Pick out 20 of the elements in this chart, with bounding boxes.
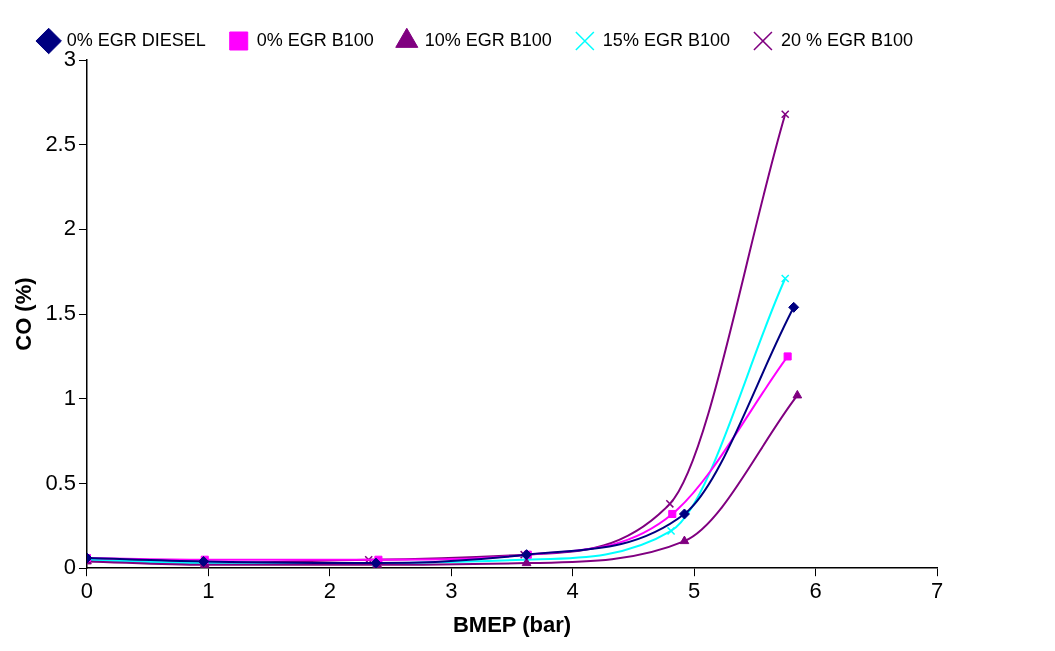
- x-tick-label: 5: [688, 578, 701, 604]
- x-tick-label: 4: [566, 578, 579, 604]
- x-tick-label: 3: [445, 578, 458, 604]
- y-tick-label: 2.5: [45, 130, 76, 156]
- y-tick-label: 0.5: [45, 469, 76, 495]
- y-tick-label: 2: [63, 215, 76, 241]
- x-tick-label: 2: [323, 578, 336, 604]
- x-tick-label: 6: [809, 578, 822, 604]
- x-axis-title: BMEP (bar): [452, 611, 572, 637]
- legend-label: 15% EGR B100: [602, 29, 730, 50]
- y-tick-label: 1: [63, 384, 76, 410]
- x-tick-label: 0: [80, 578, 94, 604]
- y-axis-title: CO (%): [11, 277, 37, 351]
- legend-label: 10% EGR B100: [424, 29, 552, 50]
- x-tick-label: 7: [930, 578, 944, 604]
- x-tick-label: 1: [202, 578, 215, 604]
- y-tick-label: 1.5: [45, 300, 76, 326]
- legend-label: 20 % EGR B100: [780, 29, 913, 50]
- y-tick-label: 0: [63, 554, 76, 580]
- legend-label: 0% EGR B100: [256, 29, 374, 50]
